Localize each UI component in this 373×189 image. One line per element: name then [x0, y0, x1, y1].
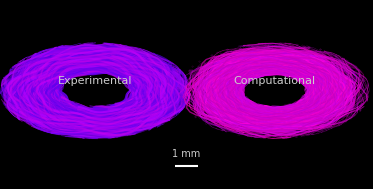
Circle shape [67, 77, 123, 105]
Circle shape [246, 77, 302, 105]
Text: Computational: Computational [233, 76, 315, 86]
Text: Experimental: Experimental [58, 76, 132, 86]
Text: 1 mm: 1 mm [172, 149, 201, 159]
